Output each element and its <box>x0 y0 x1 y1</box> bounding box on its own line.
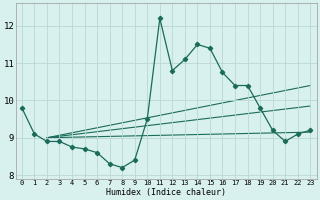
X-axis label: Humidex (Indice chaleur): Humidex (Indice chaleur) <box>106 188 226 197</box>
